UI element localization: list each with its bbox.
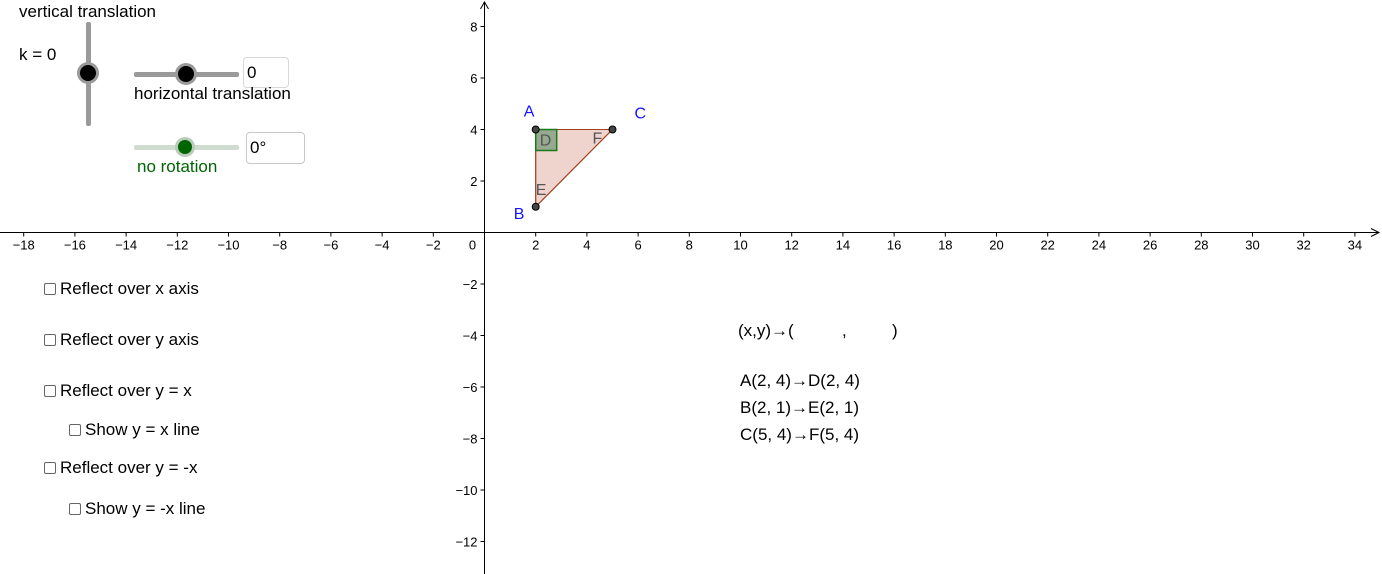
y-tick-label: −6 xyxy=(463,380,478,395)
x-tick-label: 24 xyxy=(1092,238,1106,253)
right-angle-marker xyxy=(534,128,558,152)
x-tick-label: 32 xyxy=(1296,238,1310,253)
x-tick-label: −16 xyxy=(64,238,86,253)
mapping-c-f: C(5, 4)→F(5, 4) xyxy=(740,425,860,444)
vertical-slider-title: vertical translation xyxy=(19,2,157,21)
x-tick-label: 26 xyxy=(1143,238,1157,253)
x-axis-ticks: −18 −16 −14 −12 −10 −8 −6 −4 −2 0 2 4 6 8 10 12 14 16 18 20… xyxy=(13,232,1362,253)
x-tick-label: 28 xyxy=(1194,238,1208,253)
checkbox-box[interactable] xyxy=(44,385,56,397)
rule-comma: , xyxy=(842,321,847,340)
point-b[interactable] xyxy=(531,202,540,211)
checkbox-label: Reflect over x axis xyxy=(60,279,199,298)
checkbox-label: Reflect over y = -x xyxy=(60,458,198,477)
y-tick-label: −12 xyxy=(455,535,477,550)
x-tick-label: 8 xyxy=(686,238,693,253)
x-tick-label: 2 xyxy=(532,238,539,253)
x-tick-label: 16 xyxy=(887,238,901,253)
y-tick-label: −2 xyxy=(463,277,478,292)
label-e: E xyxy=(536,182,547,199)
label-f: F xyxy=(593,131,603,148)
x-tick-label: 4 xyxy=(583,238,590,253)
y-tick-label: 8 xyxy=(470,20,477,35)
checkbox-box[interactable] xyxy=(44,283,56,295)
x-tick-label: 34 xyxy=(1348,238,1362,253)
horizontal-translation-input[interactable] xyxy=(243,57,289,88)
mapping-a-d: A(2, 4)→D(2, 4) xyxy=(740,371,860,390)
y-tick-label: 2 xyxy=(470,174,477,189)
x-tick-label: 30 xyxy=(1245,238,1259,253)
reflect-y-equals-x-checkbox[interactable]: Reflect over y = x xyxy=(44,381,192,401)
y-tick-label: 6 xyxy=(470,71,477,86)
show-y-equals-neg-x-line-checkbox[interactable]: Show y = -x line xyxy=(69,499,205,519)
x-tick-label: −18 xyxy=(13,238,35,253)
y-axis-ticks: 8 6 4 2 −2 −4 −6 −8 −10 −12 xyxy=(455,20,485,550)
checkbox-label: Reflect over y = x xyxy=(60,381,192,400)
x-tick-label: 14 xyxy=(836,238,850,253)
x-tick-label: −2 xyxy=(426,238,441,253)
checkbox-label: Show y = -x line xyxy=(85,499,206,518)
horizontal-slider-handle[interactable] xyxy=(178,66,194,82)
reflect-y-equals-neg-x-checkbox[interactable]: Reflect over y = -x xyxy=(44,458,197,478)
x-tick-label: 12 xyxy=(784,238,798,253)
vertical-slider-handle[interactable] xyxy=(80,65,96,81)
x-tick-label: 20 xyxy=(989,238,1003,253)
label-b: B xyxy=(514,206,525,223)
y-tick-label: −10 xyxy=(455,483,477,498)
rule-right: ) xyxy=(892,321,898,340)
reflect-y-axis-checkbox[interactable]: Reflect over y axis xyxy=(44,330,199,350)
checkbox-label: Reflect over y axis xyxy=(60,330,199,349)
x-tick-label: −4 xyxy=(375,238,390,253)
show-y-equals-x-line-checkbox[interactable]: Show y = x line xyxy=(69,420,200,440)
x-tick-label: −12 xyxy=(166,238,188,253)
x-tick-label: 22 xyxy=(1040,238,1054,253)
horizontal-slider-label: horizontal translation xyxy=(134,84,291,103)
x-axis-arrow xyxy=(1370,228,1381,237)
y-tick-label: −8 xyxy=(463,432,478,447)
rotation-input[interactable] xyxy=(246,132,305,164)
x-tick-label: 10 xyxy=(733,238,747,253)
point-c[interactable] xyxy=(608,125,617,134)
triangle-def[interactable] xyxy=(535,129,614,208)
x-tick-label: 0 xyxy=(469,238,476,253)
triangle-group[interactable]: A B C D E F xyxy=(514,104,646,223)
x-tick-label: 18 xyxy=(938,238,952,253)
y-tick-label: −4 xyxy=(463,329,478,344)
x-tick-label: −14 xyxy=(115,238,137,253)
point-a[interactable] xyxy=(531,125,540,134)
checkbox-box[interactable] xyxy=(69,424,81,436)
label-c: C xyxy=(635,106,647,123)
checkbox-box[interactable] xyxy=(44,462,56,474)
checkbox-box[interactable] xyxy=(69,503,81,515)
label-d: D xyxy=(540,133,552,150)
label-a: A xyxy=(524,104,535,121)
checkbox-label: Show y = x line xyxy=(85,420,200,439)
rule-left: (x,y)→( xyxy=(738,321,794,340)
mapping-b-e: B(2, 1)→E(2, 1) xyxy=(740,398,860,417)
x-tick-label: −8 xyxy=(272,238,287,253)
y-axis-arrow xyxy=(480,0,489,10)
checkbox-box[interactable] xyxy=(44,334,56,346)
rotation-slider-handle[interactable] xyxy=(178,140,192,154)
x-tick-label: −10 xyxy=(217,238,239,253)
x-tick-label: 6 xyxy=(634,238,641,253)
reflect-x-axis-checkbox[interactable]: Reflect over x axis xyxy=(44,279,199,299)
vertical-slider-value: k = 0 xyxy=(19,45,57,64)
rotation-slider-label: no rotation xyxy=(137,157,218,176)
x-tick-label: −6 xyxy=(323,238,338,253)
y-tick-label: 4 xyxy=(470,123,477,138)
